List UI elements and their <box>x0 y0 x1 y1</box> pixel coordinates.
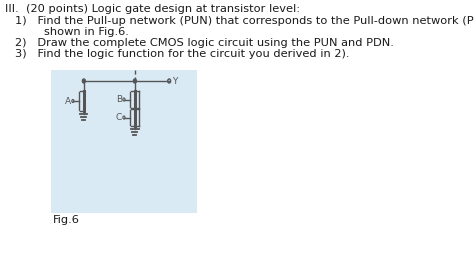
Text: III.  (20 points) Logic gate design at transistor level:: III. (20 points) Logic gate design at tr… <box>5 4 300 14</box>
Text: 2)   Draw the complete CMOS logic circuit using the PUN and PDN.: 2) Draw the complete CMOS logic circuit … <box>15 38 393 48</box>
Text: Y: Y <box>172 77 177 85</box>
Text: shown in Fig.6.: shown in Fig.6. <box>15 27 128 37</box>
Text: Fig.6: Fig.6 <box>53 215 79 225</box>
FancyBboxPatch shape <box>51 70 197 213</box>
Text: B: B <box>116 95 122 104</box>
Text: 3)   Find the logic function for the circuit you derived in 2).: 3) Find the logic function for the circu… <box>15 49 349 59</box>
Text: C: C <box>116 113 122 122</box>
Circle shape <box>82 79 85 83</box>
Text: 1)   Find the Pull-up network (PUN) that corresponds to the Pull-down network (P: 1) Find the Pull-up network (PUN) that c… <box>15 16 474 26</box>
Circle shape <box>133 79 137 83</box>
Text: A: A <box>64 97 71 106</box>
